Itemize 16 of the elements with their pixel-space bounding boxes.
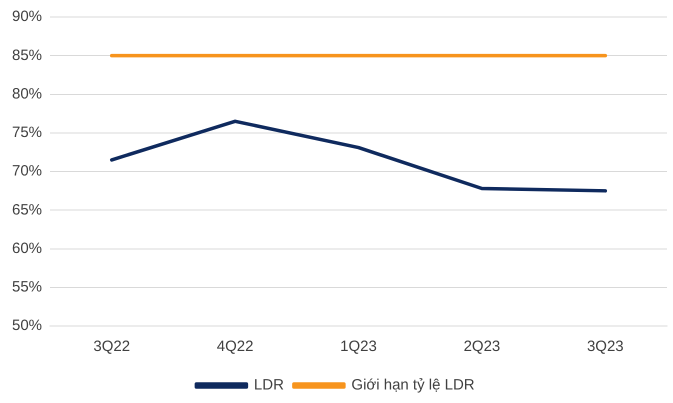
x-tick-label: 3Q23 [586, 338, 624, 356]
x-tick-label: 3Q22 [93, 338, 130, 356]
y-tick-label: 80% [12, 85, 42, 102]
legend-label: LDR [254, 376, 284, 394]
y-tick-label: 90% [12, 8, 42, 26]
legend-label: Giới hạn tỷ lệ LDR [351, 376, 475, 394]
x-tick-label: 2Q23 [464, 338, 500, 356]
y-tick-label: 75% [12, 124, 42, 142]
y-tick-label: 65% [12, 201, 42, 218]
y-tick-label: 55% [12, 278, 42, 296]
x-tick-label: 1Q23 [340, 338, 377, 356]
y-tick-label: 85% [12, 46, 42, 64]
y-tick-label: 50% [12, 317, 42, 334]
x-tick-label: 4Q22 [216, 338, 254, 356]
y-tick-label: 60% [12, 240, 42, 257]
y-tick-label: 70% [12, 162, 42, 180]
